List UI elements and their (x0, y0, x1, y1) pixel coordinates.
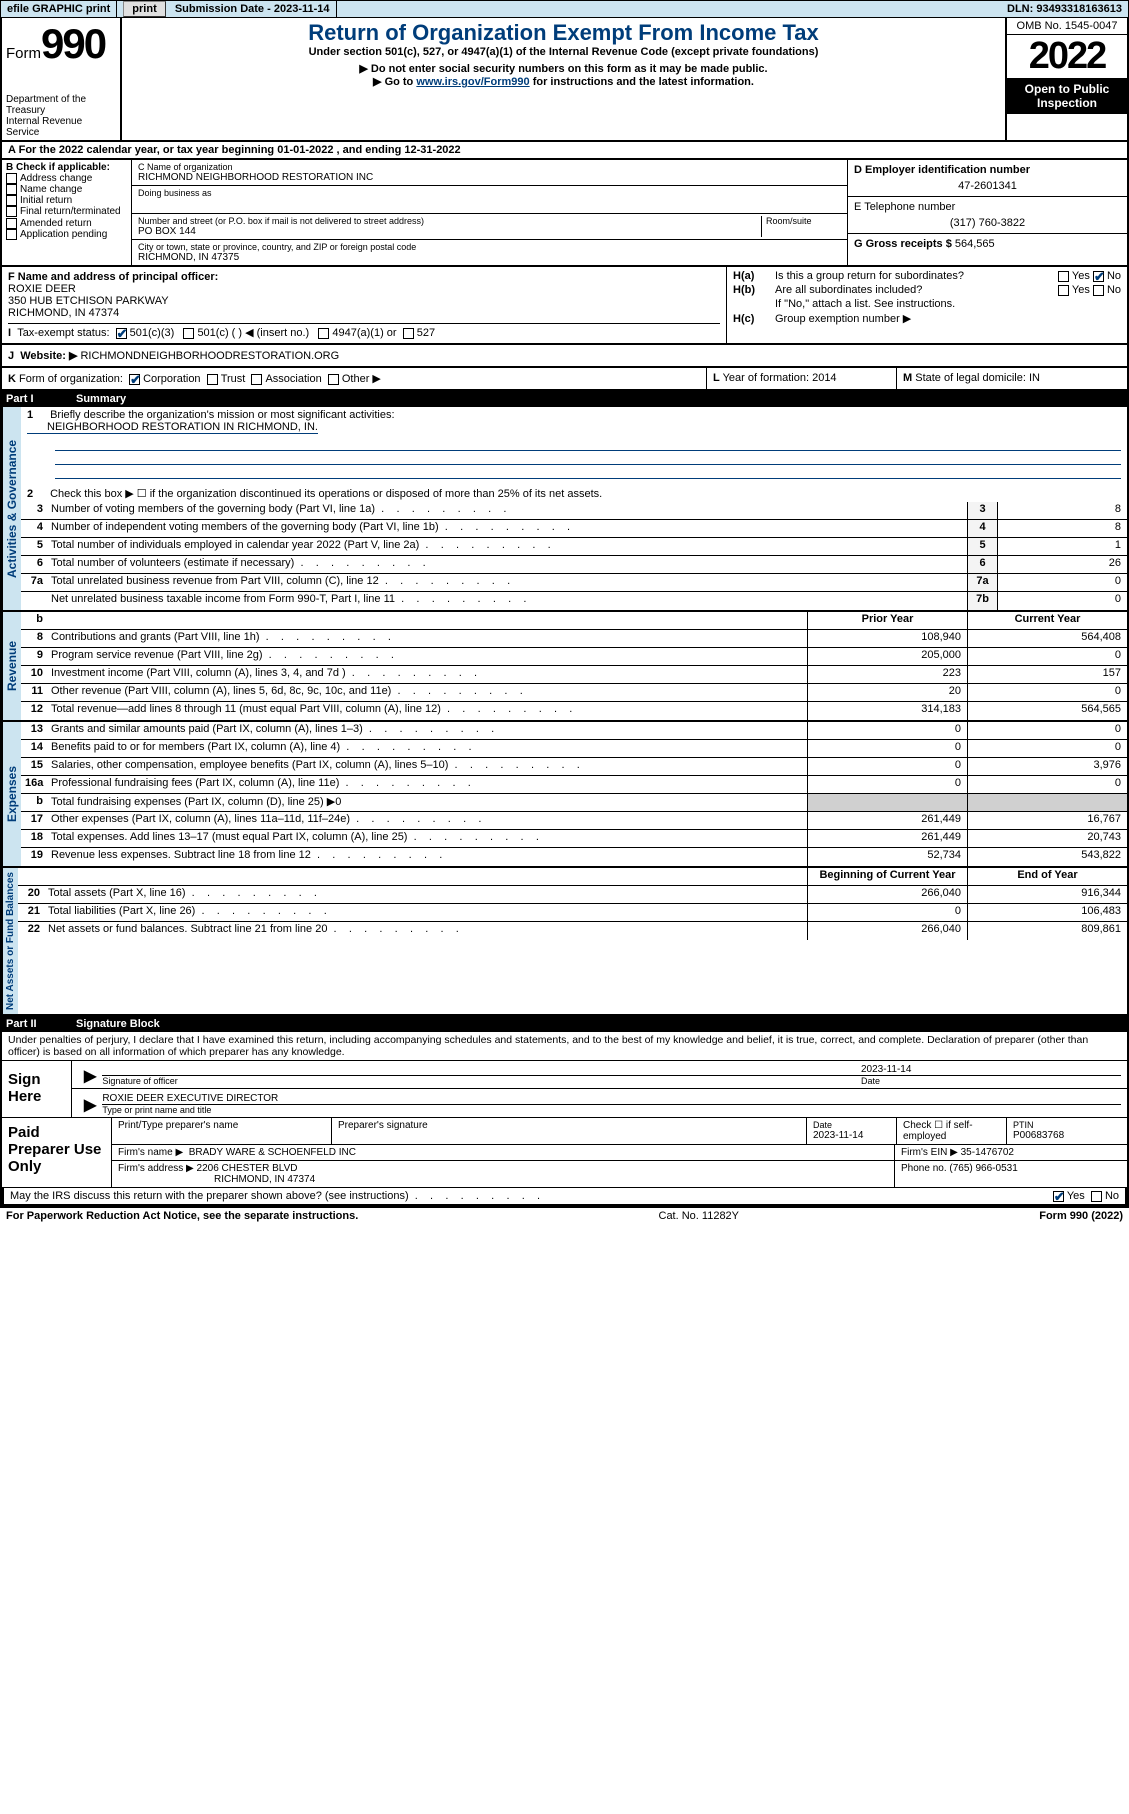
org-street: PO BOX 144 (138, 226, 761, 237)
cb-final-return[interactable] (6, 206, 17, 217)
arrow-icon: ▶ (78, 1066, 102, 1086)
row-a-tax-year: A For the 2022 calendar year, or tax yea… (0, 142, 1129, 160)
dln: DLN: 93493318163613 (1001, 1, 1128, 17)
part-ii-header: Part IISignature Block (0, 1016, 1129, 1032)
col-b-checkboxes: B Check if applicable: Address change Na… (2, 160, 132, 265)
form-title: Return of Organization Exempt From Incom… (128, 20, 999, 46)
form-number: Form990 (6, 20, 116, 68)
telephone: (317) 760-3822 (854, 213, 1121, 229)
paperwork-footer: For Paperwork Reduction Act Notice, see … (0, 1208, 1129, 1224)
section-expenses: Expenses 13Grants and similar amounts pa… (0, 722, 1129, 868)
submission-date: print Submission Date - 2023-11-14 (117, 1, 336, 17)
cb-trust[interactable] (207, 374, 218, 385)
cb-527[interactable] (403, 328, 414, 339)
section-activities-governance: Activities & Governance 1 Briefly descri… (0, 407, 1129, 612)
gross-receipts: 564,565 (955, 238, 995, 250)
firm-name: BRADY WARE & SCHOENFELD INC (189, 1147, 356, 1158)
discuss-row: May the IRS discuss this return with the… (2, 1187, 1127, 1206)
row-fh: F Name and address of principal officer:… (0, 267, 1129, 345)
cb-hb-yes[interactable] (1058, 285, 1069, 296)
vlabel-ag: Activities & Governance (2, 407, 21, 610)
dept-treasury: Department of the Treasury Internal Reve… (6, 94, 116, 138)
col-c-org-info: C Name of organization RICHMOND NEIGHBOR… (132, 160, 847, 265)
paid-preparer-label: Paid Preparer Use Only (2, 1118, 112, 1187)
cb-ha-no[interactable] (1093, 271, 1104, 282)
cb-other[interactable] (328, 374, 339, 385)
form-header: Form990 Department of the Treasury Inter… (0, 18, 1129, 142)
section-bcdeg: B Check if applicable: Address change Na… (0, 160, 1129, 267)
efile-label: efile GRAPHIC print (1, 1, 117, 17)
website: RICHMONDNEIGHBORHOODRESTORATION.ORG (80, 350, 339, 362)
omb-number: OMB No. 1545-0047 (1007, 18, 1127, 35)
cb-501c3[interactable] (116, 328, 127, 339)
irs-link[interactable]: www.irs.gov/Form990 (416, 76, 529, 88)
top-bar: efile GRAPHIC print print Submission Dat… (0, 0, 1129, 18)
arrow-icon: ▶ (78, 1095, 102, 1115)
cb-corp[interactable] (129, 374, 140, 385)
ein: 47-2601341 (854, 176, 1121, 192)
subtitle-1: Under section 501(c), 527, or 4947(a)(1)… (128, 46, 999, 58)
subtitle-3: ▶ Go to www.irs.gov/Form990 for instruct… (128, 75, 999, 88)
vlabel-na: Net Assets or Fund Balances (2, 868, 18, 1014)
cb-assoc[interactable] (251, 374, 262, 385)
section-net-assets: Net Assets or Fund Balances Beginning of… (0, 868, 1129, 1016)
print-button[interactable]: print (123, 1, 165, 17)
section-revenue: Revenue b Prior Year Current Year 8Contr… (0, 612, 1129, 722)
org-name: RICHMOND NEIGHBORHOOD RESTORATION INC (138, 172, 841, 183)
cb-amended[interactable] (6, 218, 17, 229)
tax-year: 2022 (1007, 35, 1127, 78)
subtitle-2: ▶ Do not enter social security numbers o… (128, 62, 999, 75)
cb-discuss-yes[interactable] (1053, 1191, 1064, 1202)
cb-name-change[interactable] (6, 184, 17, 195)
cb-hb-no[interactable] (1093, 285, 1104, 296)
officer-name: ROXIE DEER (8, 283, 720, 295)
cb-501c[interactable] (183, 328, 194, 339)
row-klm: K Form of organization: Corporation Trus… (0, 368, 1129, 391)
vlabel-exp: Expenses (2, 722, 21, 866)
cb-discuss-no[interactable] (1091, 1191, 1102, 1202)
signature-block: Under penalties of perjury, I declare th… (0, 1032, 1129, 1208)
cb-initial-return[interactable] (6, 195, 17, 206)
sign-here-label: Sign Here (2, 1061, 72, 1117)
perjury-declaration: Under penalties of perjury, I declare th… (2, 1032, 1127, 1060)
cb-app-pending[interactable] (6, 229, 17, 240)
org-city: RICHMOND, IN 47375 (138, 252, 841, 263)
col-de: D Employer identification number 47-2601… (847, 160, 1127, 265)
vlabel-rev: Revenue (2, 612, 21, 720)
open-inspection: Open to Public Inspection (1007, 78, 1127, 114)
part-i-header: Part ISummary (0, 391, 1129, 407)
cb-4947[interactable] (318, 328, 329, 339)
cb-address-change[interactable] (6, 173, 17, 184)
officer-signed: ROXIE DEER EXECUTIVE DIRECTOR (102, 1093, 1121, 1104)
cb-ha-yes[interactable] (1058, 271, 1069, 282)
mission-text: NEIGHBORHOOD RESTORATION IN RICHMOND, IN… (27, 421, 318, 434)
row-j-website: J Website: ▶ RICHMONDNEIGHBORHOODRESTORA… (0, 345, 1129, 368)
